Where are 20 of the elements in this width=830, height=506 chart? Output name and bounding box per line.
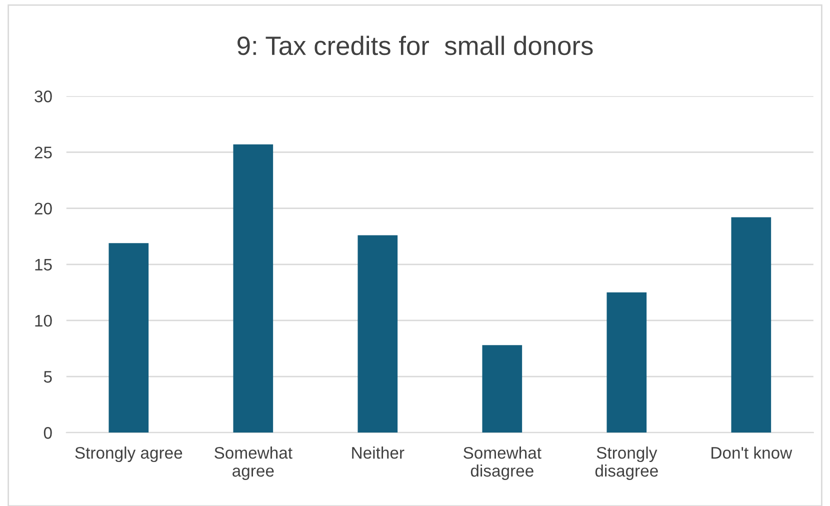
x-tick-label: Somewhat agree — [214, 446, 292, 480]
y-tick-label: 30 — [34, 90, 52, 102]
x-tick-label: Strongly disagree — [595, 446, 658, 480]
x-tick-label: Strongly agree — [75, 446, 182, 462]
x-tick-label: Somewhat disagree — [464, 446, 542, 480]
y-tick-label: 20 — [34, 202, 52, 215]
bar — [108, 243, 149, 433]
x-tick-label: Don't know — [712, 446, 792, 459]
y-tick-label: 5 — [44, 371, 52, 383]
y-tick-label: 10 — [35, 314, 52, 327]
bar — [358, 235, 398, 433]
chart-title: 9: Tax credits for small donors — [238, 36, 593, 56]
bar — [482, 345, 522, 433]
y-tick-label: 0 — [44, 427, 52, 439]
bar — [233, 144, 274, 433]
y-tick-label: 15 — [35, 258, 52, 271]
bar — [606, 292, 647, 433]
y-tick-label: 25 — [34, 146, 52, 158]
bar — [731, 217, 772, 433]
x-tick-label: Neither — [352, 446, 404, 459]
